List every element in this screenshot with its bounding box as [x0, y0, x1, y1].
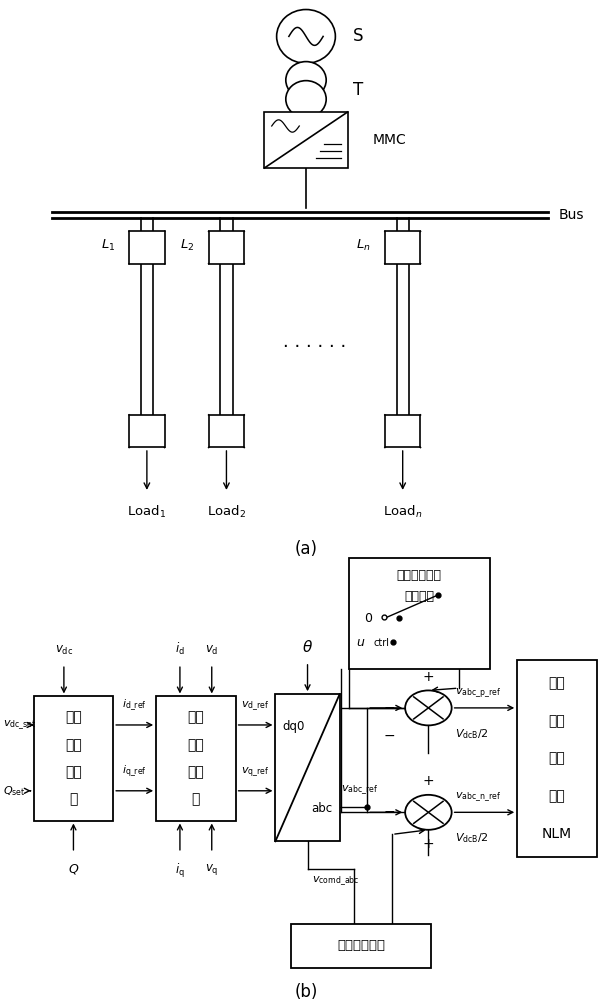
Text: Load$_2$: Load$_2$	[207, 504, 246, 520]
Bar	[275, 694, 340, 841]
Text: $v_{\mathrm{dc\_set}}$: $v_{\mathrm{dc\_set}}$	[3, 718, 37, 732]
Circle shape	[277, 10, 335, 63]
Bar	[156, 696, 236, 821]
Bar	[264, 112, 348, 168]
Text: 0: 0	[364, 612, 372, 625]
Text: $i_{\mathrm{q\_ref}}$: $i_{\mathrm{q\_ref}}$	[122, 764, 147, 779]
Circle shape	[405, 795, 452, 830]
Text: $i_{\mathrm{d\_ref}}$: $i_{\mathrm{d\_ref}}$	[122, 698, 147, 713]
Text: 探测信号注入: 探测信号注入	[397, 569, 442, 582]
Text: 功率: 功率	[65, 738, 82, 752]
Text: 器: 器	[69, 792, 78, 806]
Bar	[385, 415, 420, 447]
Circle shape	[286, 81, 326, 118]
Text: $V_{\mathrm{dcB}}$/2: $V_{\mathrm{dcB}}$/2	[455, 831, 489, 845]
Text: (b): (b)	[294, 983, 318, 1000]
Text: 环流抑制控制: 环流抑制控制	[337, 939, 385, 952]
Text: $v_{\mathrm{q\_ref}}$: $v_{\mathrm{q\_ref}}$	[241, 766, 270, 779]
Text: $v_{\mathrm{abc\_n\_ref}}$: $v_{\mathrm{abc\_n\_ref}}$	[455, 791, 502, 804]
Text: 控制: 控制	[65, 765, 82, 779]
Text: $v_{\mathrm{abc\_ref}}$: $v_{\mathrm{abc\_ref}}$	[341, 784, 379, 797]
Text: $v_{\mathrm{q}}$: $v_{\mathrm{q}}$	[205, 862, 218, 877]
Text: 外环: 外环	[65, 711, 82, 725]
Bar	[34, 696, 113, 821]
Text: $v_{\mathrm{comd\_abc}}$: $v_{\mathrm{comd\_abc}}$	[313, 874, 360, 888]
Text: 控制: 控制	[187, 765, 204, 779]
Text: 调制: 调制	[548, 789, 565, 803]
Bar	[209, 415, 244, 447]
Text: $v_{\mathrm{abc\_p\_ref}}$: $v_{\mathrm{abc\_p\_ref}}$	[455, 686, 502, 700]
Text: 附加控制: 附加控制	[404, 590, 435, 603]
Bar	[291, 924, 431, 968]
Bar	[517, 660, 597, 857]
Text: −: −	[384, 701, 395, 715]
Text: ctrl: ctrl	[373, 639, 389, 649]
Text: +: +	[423, 670, 434, 684]
Text: $i_{\mathrm{d}}$: $i_{\mathrm{d}}$	[175, 641, 185, 657]
Text: Load$_1$: Load$_1$	[127, 504, 166, 520]
Text: 最近: 最近	[548, 676, 565, 690]
Text: 电流: 电流	[187, 738, 204, 752]
Text: $Q$: $Q$	[68, 862, 79, 876]
Bar	[129, 415, 165, 447]
Text: $v_{\mathrm{d\_ref}}$: $v_{\mathrm{d\_ref}}$	[241, 700, 270, 713]
Text: MMC: MMC	[372, 133, 406, 147]
Text: dq0: dq0	[282, 720, 305, 733]
Text: $v_{\mathrm{dc}}$: $v_{\mathrm{dc}}$	[55, 644, 73, 657]
Text: abc: abc	[312, 802, 333, 815]
Text: L$_1$: L$_1$	[100, 238, 115, 253]
Text: +: +	[423, 774, 434, 788]
Text: 内环: 内环	[187, 711, 204, 725]
Text: $v_{\mathrm{d}}$: $v_{\mathrm{d}}$	[205, 644, 218, 657]
Text: $V_{\mathrm{dcB}}$/2: $V_{\mathrm{dcB}}$/2	[455, 727, 489, 741]
Text: . . . . . .: . . . . . .	[283, 333, 346, 351]
Text: NLM: NLM	[542, 827, 572, 841]
Text: −: −	[384, 729, 395, 743]
Text: $u$: $u$	[356, 636, 365, 649]
Text: 器: 器	[192, 792, 200, 806]
Bar	[349, 558, 490, 669]
Text: −: −	[384, 805, 395, 819]
Circle shape	[286, 62, 326, 99]
Bar	[129, 231, 165, 264]
Text: $i_{\mathrm{q}}$: $i_{\mathrm{q}}$	[175, 862, 185, 880]
Text: (a): (a)	[294, 540, 318, 558]
Text: L$_2$: L$_2$	[180, 238, 195, 253]
Text: 逼近: 逼近	[548, 752, 565, 766]
Text: $\theta$: $\theta$	[302, 639, 313, 655]
Bar	[385, 231, 420, 264]
Text: Bus: Bus	[558, 208, 584, 222]
Text: $Q_{\mathrm{set}}$: $Q_{\mathrm{set}}$	[3, 784, 26, 798]
Circle shape	[405, 690, 452, 725]
Text: T: T	[353, 81, 363, 99]
Text: 电平: 电平	[548, 714, 565, 728]
Text: +: +	[423, 837, 434, 851]
Text: L$_n$: L$_n$	[356, 238, 371, 253]
Text: Load$_n$: Load$_n$	[383, 504, 422, 520]
Text: S: S	[353, 27, 364, 45]
Bar	[209, 231, 244, 264]
